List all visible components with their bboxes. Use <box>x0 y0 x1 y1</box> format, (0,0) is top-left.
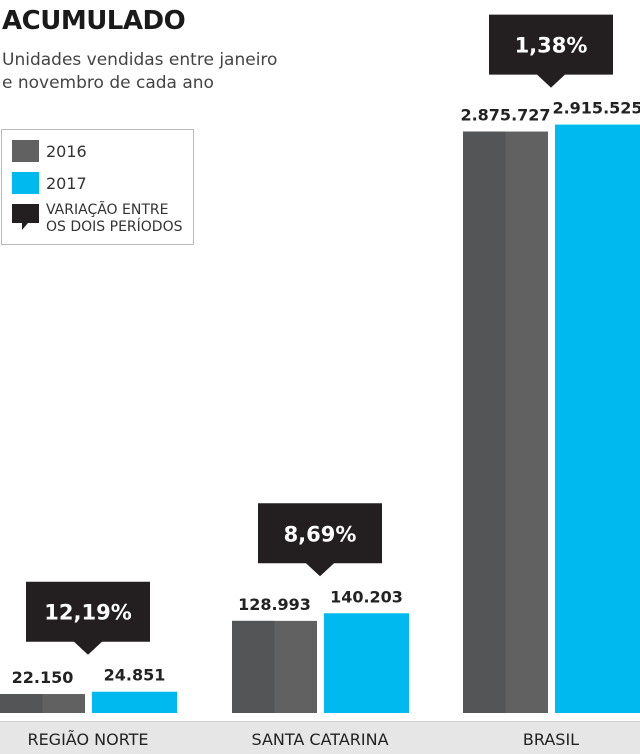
variation-callout <box>258 503 382 577</box>
bar-2016-shade <box>463 131 506 713</box>
value-label-2017: 2.915.525 <box>552 99 640 118</box>
legend-2017-swatch <box>12 172 39 194</box>
value-label-2017: 140.203 <box>330 587 403 606</box>
variation-callout <box>26 581 150 655</box>
category-label: REGIÃO NORTE <box>27 730 148 749</box>
bar-2017 <box>324 613 409 713</box>
legend-2016-label: 2016 <box>46 142 87 161</box>
bar-2016-shade <box>232 620 275 713</box>
variation-callout <box>489 14 613 88</box>
legend-variation-label-line-1: VARIAÇÃO ENTRE <box>46 202 169 218</box>
chart-subtitle-line-2: e novembro de cada ano <box>2 73 214 93</box>
legend-2016-swatch <box>12 140 39 162</box>
bar-2017 <box>92 691 177 713</box>
legend-2017-label: 2017 <box>46 174 87 193</box>
speech-bubble-icon <box>12 204 39 230</box>
variation-label: 8,69% <box>284 522 357 546</box>
bar-2017 <box>555 124 640 713</box>
value-label-2016: 22.150 <box>12 668 74 687</box>
legend-variation-label: VARIAÇÃO ENTRE OS DOIS PERÍODOS <box>46 202 182 236</box>
variation-label: 12,19% <box>44 601 131 625</box>
legend: 2016 2017 VARIAÇÃO ENTRE OS DOIS PERÍODO… <box>1 129 194 245</box>
category-label: BRASIL <box>523 730 579 749</box>
category-label: SANTA CATARINA <box>251 730 388 749</box>
chart-title: ACUMULADO <box>2 6 186 36</box>
variation-label: 1,38% <box>515 34 588 58</box>
legend-variation-label-line-2: OS DOIS PERÍODOS <box>46 219 183 235</box>
value-label-2016: 128.993 <box>238 595 311 614</box>
bar-2016-shade <box>0 694 43 713</box>
x-axis-band <box>0 722 640 754</box>
value-label-2016: 2.875.727 <box>460 106 550 125</box>
value-label-2017: 24.851 <box>104 666 166 685</box>
chart-subtitle-line-1: Unidades vendidas entre janeiro <box>2 50 278 70</box>
